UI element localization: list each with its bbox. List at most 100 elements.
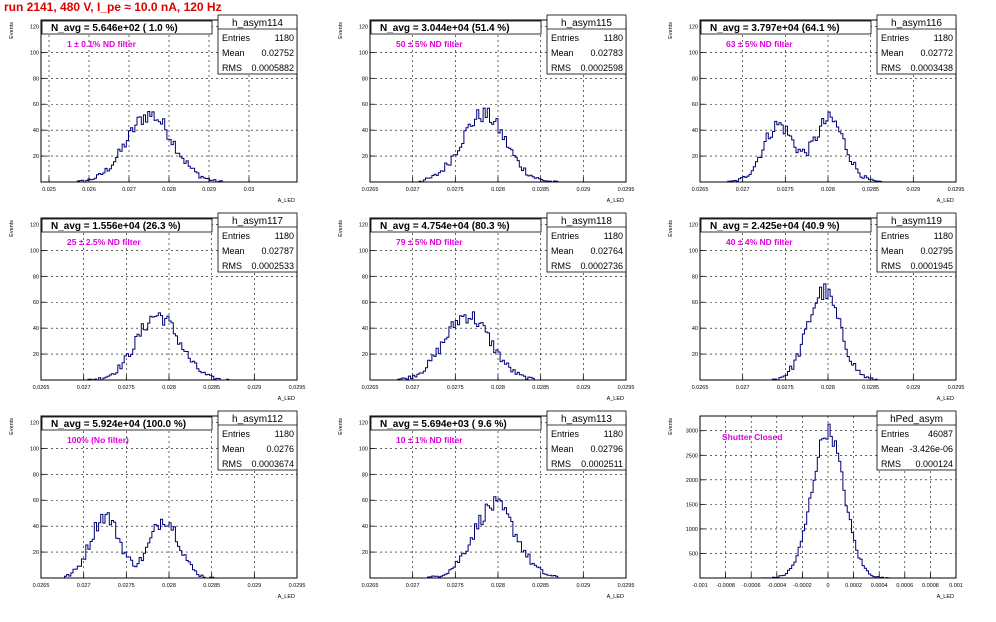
stats-box <box>876 212 957 273</box>
y-tick-label: 20 <box>692 154 698 160</box>
x-tick-label: 0.0275 <box>118 385 135 391</box>
x-tick-label: 0.026 <box>82 187 96 193</box>
y-axis-title: Events <box>9 418 15 435</box>
x-tick-label: 0.0285 <box>532 187 549 193</box>
x-tick-label: 0.0285 <box>532 385 549 391</box>
stats-rms-value: 0.0005882 <box>251 63 294 73</box>
filter-annotation: 100% (No filter) <box>67 435 129 445</box>
y-tick-label: 40 <box>692 326 698 332</box>
x-tick-label: 0.0295 <box>948 187 965 193</box>
y-tick-label: 40 <box>33 326 39 332</box>
stats-box <box>217 410 298 471</box>
x-tick-label: 0.028 <box>162 187 176 193</box>
stats-mean-label: Mean <box>881 246 904 256</box>
stats-entries-value: 46087 <box>928 429 953 439</box>
stats-mean-label: Mean <box>551 48 574 58</box>
y-tick-label: 80 <box>692 76 698 82</box>
histogram-panel-h_asym112: 0.0265 0.027 0.0275 0.028 0.0285 0.029 0.0295 2… <box>9 410 305 600</box>
stats-mean-label: Mean <box>222 48 245 58</box>
x-tick-label: 0.028 <box>491 187 505 193</box>
x-tick-label: -0.0004 <box>767 583 786 589</box>
x-tick-label: 0.027 <box>736 385 750 391</box>
stats-mean-value: 0.02795 <box>920 246 953 256</box>
stats-entries-value: 1180 <box>934 231 953 241</box>
stats-entries-label: Entries <box>551 429 580 439</box>
y-tick-label: 40 <box>33 128 39 134</box>
x-tick-label: -0.0002 <box>793 583 812 589</box>
y-tick-label: 60 <box>692 300 698 306</box>
y-axis-title: Events <box>668 22 674 39</box>
y-tick-label: 80 <box>362 472 368 478</box>
navg-label: N_avg = 5.694e+03 ( 9.6 %) <box>380 419 507 430</box>
x-tick-label: 0.027 <box>736 187 750 193</box>
x-axis-title: A_LED <box>937 594 954 600</box>
stats-mean-value: -3.426e-06 <box>909 444 953 454</box>
x-axis-title: A_LED <box>937 396 954 402</box>
stats-rms-value: 0.0003674 <box>251 459 294 469</box>
stats-rms-value: 0.000124 <box>915 459 953 469</box>
x-tick-label: 0.0295 <box>618 187 635 193</box>
x-tick-label: 0.029 <box>247 385 261 391</box>
y-tick-label: 100 <box>30 248 39 254</box>
x-tick-label: 0.027 <box>77 583 91 589</box>
filter-annotation: 79 ± 5% ND filter <box>396 237 463 247</box>
stats-title: hPed_asym <box>890 414 943 425</box>
x-tick-label: 0.025 <box>42 187 56 193</box>
x-tick-label: 0.028 <box>162 385 176 391</box>
x-tick-label: 0 <box>826 583 829 589</box>
x-tick-label: 0.0275 <box>447 385 464 391</box>
stats-entries-value: 1180 <box>604 231 623 241</box>
stats-entries-value: 1180 <box>275 429 294 439</box>
x-tick-label: 0.0275 <box>777 385 794 391</box>
stats-title: h_asym115 <box>561 18 612 29</box>
filter-annotation: 63 ± 5% ND filter <box>726 39 793 49</box>
stats-rms-label: RMS <box>881 459 901 469</box>
stats-rms-value: 0.0002511 <box>581 459 623 469</box>
y-tick-label: 120 <box>689 24 698 30</box>
y-tick-label: 20 <box>33 352 39 358</box>
histogram-line <box>41 512 297 579</box>
stats-box <box>546 14 627 75</box>
navg-box <box>41 20 213 35</box>
stats-rms-value: 0.0001945 <box>910 261 953 271</box>
stats-rms-label: RMS <box>551 261 571 271</box>
x-tick-label: 0.028 <box>821 385 835 391</box>
stats-box <box>217 14 298 75</box>
x-tick-label: 0.0285 <box>203 385 220 391</box>
y-tick-label: 100 <box>689 248 698 254</box>
x-tick-label: 0.0275 <box>777 187 794 193</box>
histogram-line <box>700 283 956 381</box>
histogram-panel-h_asym115: 0.0265 0.027 0.0275 0.028 0.0285 0.029 0.0295 2… <box>338 14 635 204</box>
x-axis-title: A_LED <box>937 198 954 204</box>
histogram-panel-h_asym113: 0.0265 0.027 0.0275 0.028 0.0285 0.029 0.0295 2… <box>338 410 634 600</box>
stats-mean-label: Mean <box>881 48 904 58</box>
y-tick-label: 500 <box>689 551 698 557</box>
stats-mean-label: Mean <box>551 444 574 454</box>
x-tick-label: 0.0295 <box>618 385 635 391</box>
y-tick-label: 120 <box>359 420 368 426</box>
y-axis-title: Events <box>9 22 15 39</box>
stats-entries-label: Entries <box>551 231 580 241</box>
x-tick-label: 0.0295 <box>289 385 306 391</box>
x-tick-label: 0.028 <box>821 187 835 193</box>
stats-rms-label: RMS <box>222 261 242 271</box>
y-tick-label: 2000 <box>686 478 698 484</box>
x-tick-label: 0.029 <box>202 187 216 193</box>
stats-rms-label: RMS <box>881 63 901 73</box>
filter-annotation: 25 ± 2.5% ND filter <box>67 237 141 247</box>
x-axis-title: A_LED <box>607 396 624 402</box>
filter-annotation: 40 ± 4% ND filter <box>726 237 793 247</box>
stats-mean-label: Mean <box>222 246 245 256</box>
stats-rms-label: RMS <box>881 261 901 271</box>
stats-box <box>546 410 627 471</box>
x-tick-label: -0.001 <box>692 583 708 589</box>
stats-mean-value: 0.02752 <box>261 48 294 58</box>
stats-mean-value: 0.02772 <box>920 48 953 58</box>
y-tick-label: 100 <box>30 446 39 452</box>
y-tick-label: 40 <box>362 326 368 332</box>
y-tick-label: 120 <box>30 420 39 426</box>
y-tick-label: 20 <box>33 154 39 160</box>
y-axis-title: Events <box>9 220 15 237</box>
x-tick-label: 0.027 <box>122 187 136 193</box>
